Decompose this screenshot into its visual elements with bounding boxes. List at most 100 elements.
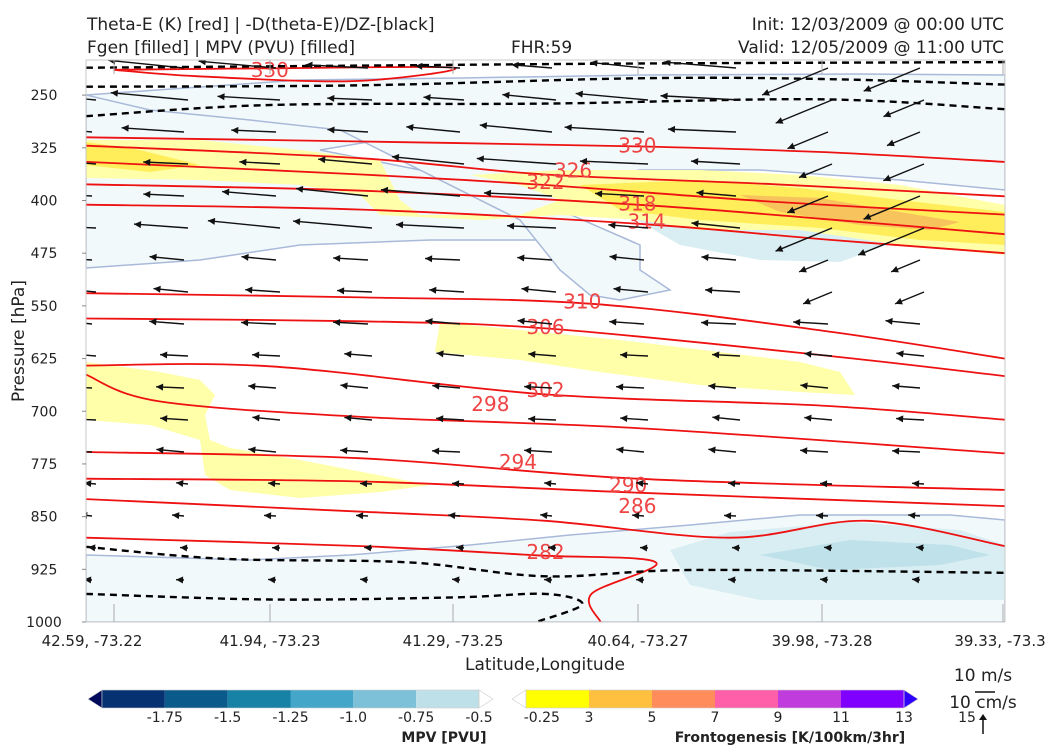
- wind-vector-head: [820, 576, 828, 584]
- wind-vector: [86, 386, 93, 389]
- fgen-region: [86, 142, 200, 172]
- wind-vector-head: [239, 158, 247, 166]
- wind-vector: [295, 187, 369, 197]
- wind-vector-head: [222, 188, 230, 196]
- wind-vector-head: [156, 383, 164, 391]
- wind-vector-head: [172, 512, 180, 520]
- wind-vector-head: [511, 61, 519, 69]
- wind-vector-head: [344, 350, 352, 358]
- wind-vector-head: [708, 446, 716, 454]
- wind-vector-head: [800, 447, 808, 455]
- wind-vector-head: [479, 122, 488, 130]
- forecast-hour: FHR:59: [511, 38, 573, 58]
- theta-e-contour: [86, 498, 1005, 547]
- wind-vector-head: [207, 217, 216, 225]
- wind-vector-head: [57, 255, 64, 262]
- y-tick-label: 850: [31, 510, 58, 526]
- wind-vector-head: [895, 297, 903, 305]
- wind-vector-head: [333, 319, 341, 327]
- wind-vector-head: [340, 382, 348, 390]
- wind-vector-head: [892, 382, 900, 390]
- colorbar-tick-label: -1.75: [147, 710, 183, 726]
- wind-vector-head: [396, 221, 404, 229]
- wind-vector-head: [248, 382, 256, 390]
- wind-vector-head: [456, 544, 464, 552]
- wind-vector-head: [391, 153, 400, 161]
- wind-vector-head: [295, 185, 304, 193]
- wind-vector: [143, 161, 189, 165]
- wind-vector-head: [153, 285, 161, 293]
- wind-vector-head: [912, 576, 920, 584]
- wind-vector: [133, 223, 189, 229]
- wind-vector: [292, 220, 373, 229]
- wind-vector-head: [176, 576, 184, 584]
- wind-vector-head: [595, 190, 603, 198]
- colorbar-segment: [589, 690, 652, 708]
- wind-vector: [761, 67, 829, 96]
- wind-vector-head: [908, 512, 916, 520]
- wind-vector: [775, 99, 833, 124]
- wind-vector-head: [502, 91, 510, 99]
- wind-vector: [564, 126, 645, 133]
- wind-vector-head: [180, 544, 188, 552]
- wind-vector-head: [476, 155, 484, 163]
- wind-vector-head: [521, 285, 529, 293]
- colorbar-segment: [652, 690, 715, 708]
- colorbar-tick-label: 13: [895, 710, 913, 726]
- theta-e-contour: [113, 65, 457, 83]
- colorbar-tick-label: 3: [585, 710, 594, 726]
- theta-e-contour: [86, 161, 1005, 216]
- wind-vector-head: [264, 512, 272, 520]
- y-axis: 250 325 400 475 550 625 700 775 850 925 1000: [26, 88, 86, 631]
- wind-vector-head: [620, 415, 628, 423]
- wind-vector: [483, 192, 553, 197]
- wind-vector-head: [156, 446, 164, 454]
- wind-vector-head: [803, 297, 811, 305]
- colorbar-segment: [353, 690, 417, 708]
- wind-vector-head: [883, 110, 892, 118]
- wind-vector-head: [663, 60, 671, 67]
- colorbar-end: [478, 689, 494, 709]
- wind-vector: [222, 190, 277, 197]
- wind-vector-head: [160, 351, 168, 359]
- wind-vector-head: [616, 446, 624, 454]
- theta-e-contour: [86, 203, 1005, 255]
- theta-e-contour: [86, 136, 1005, 163]
- wind-vector-head: [452, 480, 460, 488]
- wind-vector-head: [820, 480, 828, 488]
- wind-vector: [86, 130, 93, 133]
- colorbar-segment: [164, 690, 228, 708]
- x-tick-label: 41.94, -73.23: [220, 632, 321, 650]
- y-tick-label: 700: [31, 404, 58, 420]
- wind-vector-head: [143, 190, 151, 198]
- wind-vector: [506, 225, 557, 229]
- colorbar-tick-label: -1.25: [272, 710, 308, 726]
- wind-vector: [863, 67, 921, 92]
- colorbar-segment: [715, 690, 778, 708]
- wind-vector: [327, 97, 373, 101]
- wind-vector-head: [816, 512, 824, 520]
- wind-vector: [479, 124, 553, 133]
- theta-e-label: 330: [618, 134, 656, 158]
- colorbar-end: [87, 689, 103, 709]
- wind-vector-head: [55, 223, 62, 230]
- theta-e-contours: 3303303263223183143103063022982942902862…: [86, 60, 1005, 622]
- wind-vector-head: [896, 350, 904, 358]
- wind-vector-head: [701, 254, 709, 262]
- wind-vector: [121, 127, 185, 133]
- wind-vector-head: [406, 123, 414, 131]
- wind-vector-head: [68, 416, 75, 423]
- wind-vector-head: [415, 62, 423, 70]
- colorbar-end: [903, 689, 919, 709]
- wind-vector-head: [61, 286, 68, 293]
- wind-vector-head: [64, 447, 71, 454]
- wind-vector-head: [86, 576, 92, 584]
- wind-vector-head: [333, 254, 341, 262]
- wind-vector-head: [425, 255, 433, 263]
- wind-vector-head: [891, 265, 899, 273]
- wind-vector-head: [824, 544, 832, 552]
- wind-vector-head: [620, 351, 628, 359]
- vector-key-wind: 10 m/s: [954, 666, 1012, 686]
- wind-vector-head: [58, 318, 65, 325]
- wind-vector-head: [68, 351, 75, 358]
